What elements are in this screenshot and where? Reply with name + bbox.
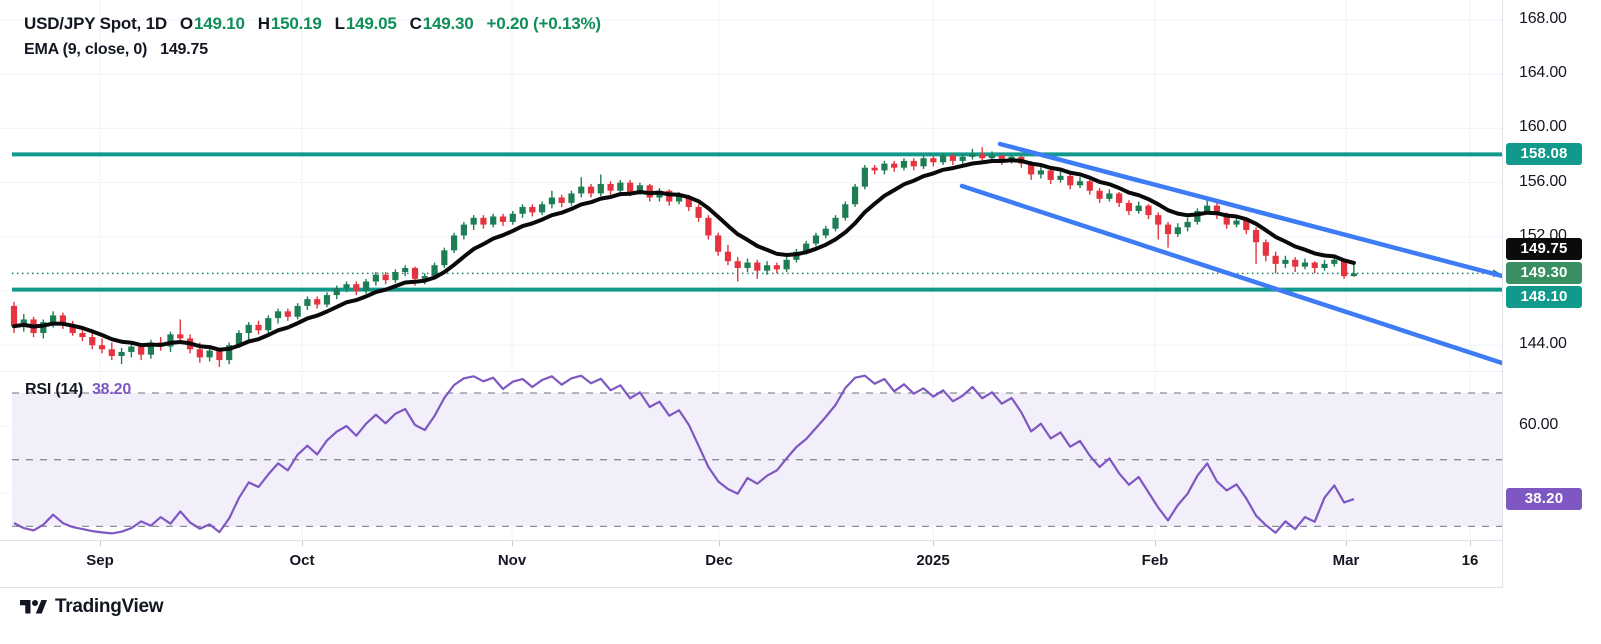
descending-channel[interactable] <box>959 141 1502 366</box>
low-readout: L 149.05 <box>334 14 397 33</box>
time-tick <box>1155 541 1156 546</box>
rsi-value: 38.20 <box>91 381 132 398</box>
time-label-Mar: Mar <box>1332 552 1360 569</box>
time-label-2025: 2025 <box>916 552 950 569</box>
rsi-tick-60: 60.00 <box>1519 416 1559 434</box>
time-tick <box>1470 541 1471 546</box>
channel-upper <box>997 141 1502 279</box>
time-tick <box>719 541 720 546</box>
price-badge-149.75: 149.75 <box>1506 238 1582 261</box>
time-tick <box>933 541 934 546</box>
time-label-Sep: Sep <box>86 552 114 569</box>
horizontal-levels[interactable] <box>12 152 1502 292</box>
brand-name: TradingView <box>55 596 164 617</box>
close-readout: C 149.30 <box>409 14 474 33</box>
tradingview-logo-icon <box>20 599 47 613</box>
open-readout: O 149.10 <box>179 14 245 33</box>
time-tick <box>100 541 101 546</box>
time-tick <box>512 541 513 546</box>
symbol-title[interactable]: USD/JPY Spot, 1D <box>24 14 167 33</box>
ohlc-row: USD/JPY Spot, 1D O 149.10 H 150.19 L 149.05… <box>24 14 601 34</box>
price-tick-160.00: 160.00 <box>1519 118 1567 136</box>
price-badge-148.10: 148.10 <box>1506 286 1582 309</box>
rsi-pane[interactable] <box>0 374 1502 538</box>
candles <box>10 147 1357 367</box>
rsi-badge: 38.20 <box>1506 488 1582 511</box>
pane-separator[interactable] <box>0 371 1502 372</box>
ema-value: 149.75 <box>160 41 208 58</box>
rsi-gridlines <box>0 374 1502 538</box>
price-tick-168.00: 168.00 <box>1519 10 1567 27</box>
ema-label[interactable]: EMA (9, close, 0) <box>24 41 148 58</box>
time-axis[interactable]: Sep Oct Nov Dec 2025 Feb Mar 16 <box>0 540 1502 588</box>
price-tick-144.00: 144.00 <box>1519 335 1567 353</box>
price-tick-164.00: 164.00 <box>1519 64 1567 82</box>
channel-lower <box>959 183 1502 366</box>
time-label-Dec: Dec <box>705 552 733 569</box>
time-tick <box>302 541 303 546</box>
rsi-legend: RSI (14) 38.20 <box>25 381 131 399</box>
price-tick-156.00: 156.00 <box>1519 172 1567 190</box>
tradingview-attribution[interactable]: TradingView <box>20 596 164 618</box>
ema-line[interactable] <box>12 158 1356 352</box>
price-badge-158.08: 158.08 <box>1506 143 1582 166</box>
symbol-legend: USD/JPY Spot, 1D O 149.10 H 150.19 L 149.05… <box>24 14 601 59</box>
rsi-label[interactable]: RSI (14) <box>25 381 83 398</box>
price-badge-149.30: 149.30 <box>1506 262 1582 285</box>
time-tick <box>1346 541 1347 546</box>
rsi-dashed-levels <box>12 392 1502 528</box>
price-axis[interactable]: 168.00 164.00 160.00 156.00 152.00 144.00 60.0… <box>1502 0 1601 588</box>
ema-row: EMA (9, close, 0) 149.75 <box>24 41 601 59</box>
time-label-Nov: Nov <box>497 552 527 569</box>
time-label-16: 16 <box>1461 552 1479 569</box>
time-label-Feb: Feb <box>1141 552 1169 569</box>
price-pane[interactable] <box>0 0 1502 370</box>
rsi-line[interactable] <box>13 374 1355 535</box>
time-label-Oct: Oct <box>289 552 315 569</box>
high-readout: H 150.19 <box>257 14 322 33</box>
change-readout: +0.20 (+0.13%) <box>486 14 601 33</box>
